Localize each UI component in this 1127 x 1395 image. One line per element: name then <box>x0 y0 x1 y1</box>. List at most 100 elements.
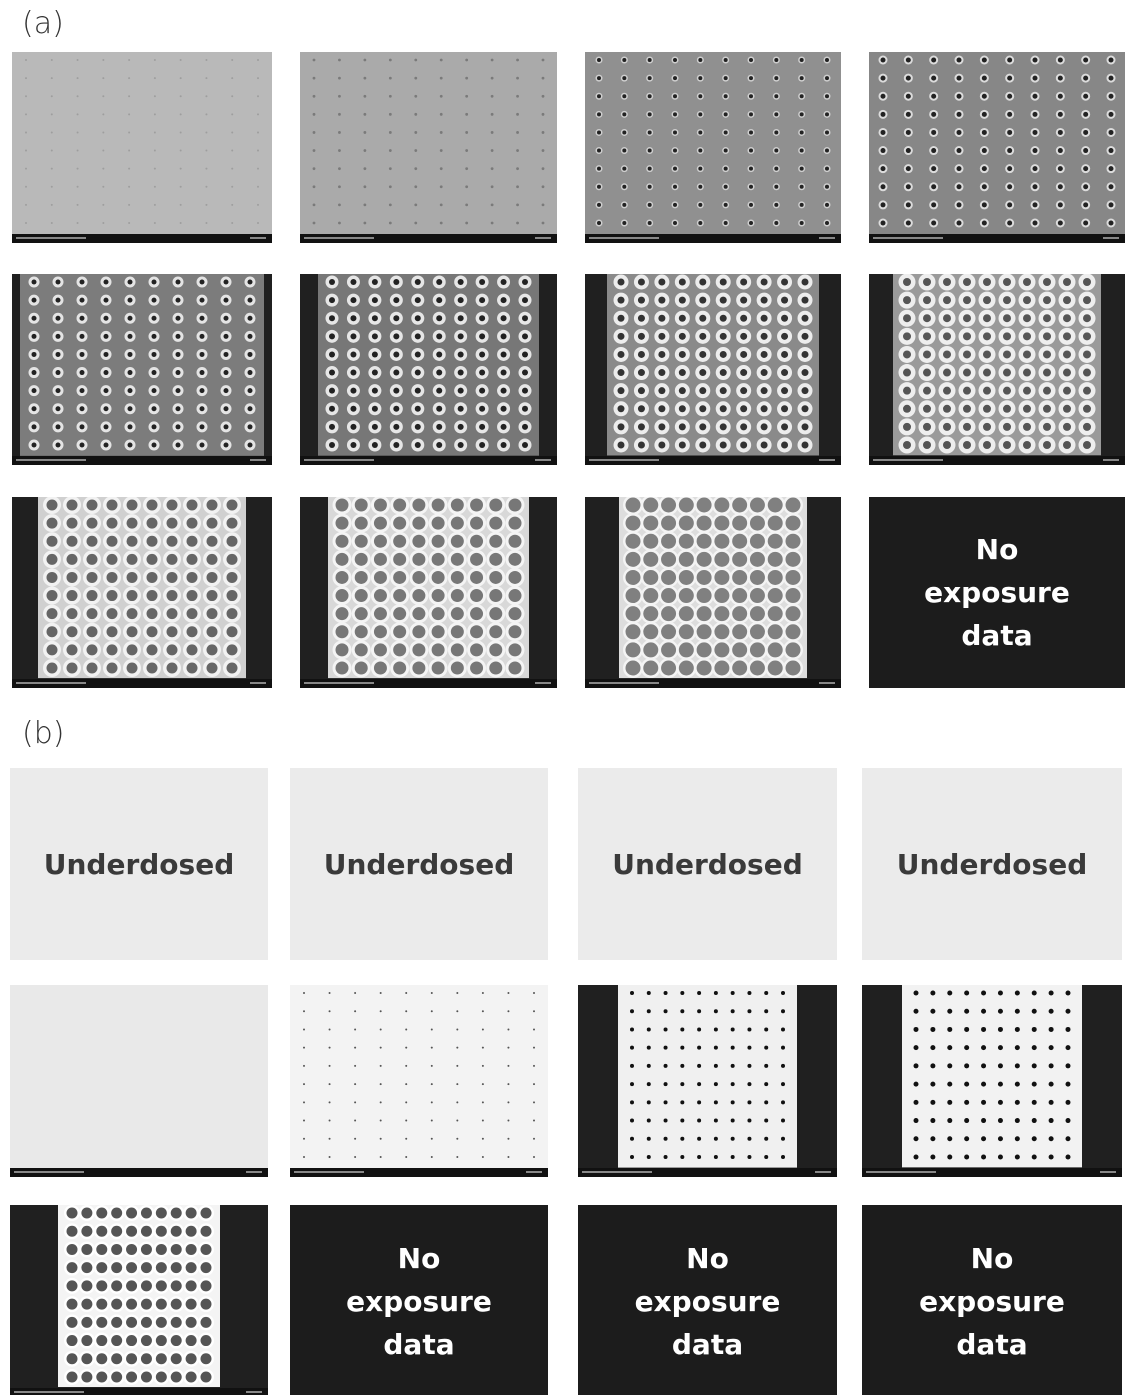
pore <box>947 1063 952 1068</box>
pore <box>714 642 729 657</box>
pore <box>465 77 468 80</box>
pore <box>201 1335 212 1346</box>
pore <box>1058 148 1063 153</box>
pore <box>456 1101 458 1103</box>
pore <box>393 424 399 430</box>
pore <box>1003 332 1011 340</box>
pore <box>374 553 387 566</box>
pore <box>957 202 962 207</box>
pore <box>914 1136 919 1141</box>
pore <box>389 203 392 206</box>
pore <box>205 168 207 170</box>
pore <box>673 58 677 62</box>
pore <box>1007 166 1012 171</box>
pore <box>412 517 425 530</box>
pore <box>489 662 502 675</box>
pore <box>107 644 118 655</box>
pore <box>414 222 417 225</box>
pore <box>440 203 443 206</box>
pore <box>479 315 485 321</box>
pore <box>414 77 417 80</box>
pore <box>355 571 368 584</box>
pore <box>414 95 417 98</box>
pore <box>714 588 729 603</box>
pore <box>180 113 182 115</box>
pore <box>482 1028 484 1030</box>
pore <box>248 370 253 375</box>
scale-bar <box>535 237 551 239</box>
pore <box>25 77 27 79</box>
pore <box>107 500 118 511</box>
info-text <box>582 1171 652 1173</box>
pore <box>622 112 626 116</box>
pore <box>440 222 443 225</box>
pore <box>154 222 156 224</box>
pore <box>881 166 886 171</box>
dark-edge <box>220 1205 268 1395</box>
pore <box>679 624 694 639</box>
pore <box>764 1119 768 1123</box>
pore <box>405 1138 407 1140</box>
pore <box>768 624 783 639</box>
pore <box>825 185 829 189</box>
pore <box>1015 1118 1020 1123</box>
pore <box>781 351 788 358</box>
pore <box>983 405 991 413</box>
info-text <box>589 682 659 684</box>
pore <box>761 351 768 358</box>
pore <box>111 1372 122 1383</box>
pore <box>761 297 768 304</box>
pore <box>825 112 829 116</box>
pore <box>128 150 130 152</box>
pore <box>25 150 27 152</box>
pore <box>1049 991 1054 996</box>
pore <box>111 1280 122 1291</box>
pore <box>983 332 991 340</box>
sem-image <box>585 52 841 243</box>
pore <box>698 167 702 171</box>
pore <box>781 1009 785 1013</box>
pore <box>786 570 801 585</box>
pore <box>227 663 238 674</box>
info-text <box>14 1171 84 1173</box>
pore <box>903 387 911 395</box>
pore <box>630 1137 634 1141</box>
pore <box>465 95 468 98</box>
pore <box>465 185 468 188</box>
pore <box>141 1317 152 1328</box>
pore <box>597 94 601 98</box>
pore <box>661 606 676 621</box>
pore <box>167 518 178 529</box>
pore <box>338 59 341 62</box>
pore <box>25 113 27 115</box>
pore <box>923 278 931 286</box>
pore <box>1023 332 1031 340</box>
pore <box>802 387 809 394</box>
pore <box>154 168 156 170</box>
pore <box>981 1027 986 1032</box>
pore <box>128 443 133 448</box>
pore <box>914 1009 919 1014</box>
pore <box>943 332 951 340</box>
pore <box>740 297 747 304</box>
pore <box>372 279 378 285</box>
pore <box>126 1244 137 1255</box>
info-text <box>294 1171 364 1173</box>
pore <box>750 516 765 531</box>
pore <box>947 1082 952 1087</box>
pore <box>761 423 768 430</box>
pore <box>673 130 677 134</box>
pore <box>67 626 78 637</box>
pore <box>509 553 522 566</box>
pore <box>51 150 53 152</box>
pore <box>207 626 218 637</box>
pore <box>329 333 335 339</box>
pore <box>714 1100 718 1104</box>
pore <box>1015 1009 1020 1014</box>
pore <box>931 148 936 153</box>
pore <box>1023 314 1031 322</box>
pore <box>802 423 809 430</box>
pore <box>336 553 349 566</box>
pore <box>415 442 421 448</box>
pore <box>187 518 198 529</box>
